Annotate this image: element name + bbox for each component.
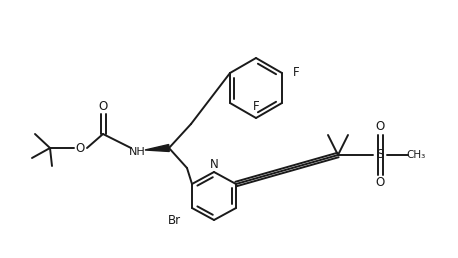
Text: S: S — [376, 149, 384, 162]
Text: N: N — [210, 157, 218, 171]
Text: F: F — [293, 67, 299, 79]
Text: O: O — [98, 100, 108, 112]
Text: Br: Br — [168, 214, 180, 227]
Text: O: O — [376, 120, 385, 133]
Text: F: F — [253, 101, 259, 114]
Text: O: O — [76, 141, 85, 155]
Text: CH₃: CH₃ — [406, 150, 425, 160]
Polygon shape — [145, 144, 169, 151]
Text: NH: NH — [129, 147, 145, 157]
Text: O: O — [376, 176, 385, 189]
